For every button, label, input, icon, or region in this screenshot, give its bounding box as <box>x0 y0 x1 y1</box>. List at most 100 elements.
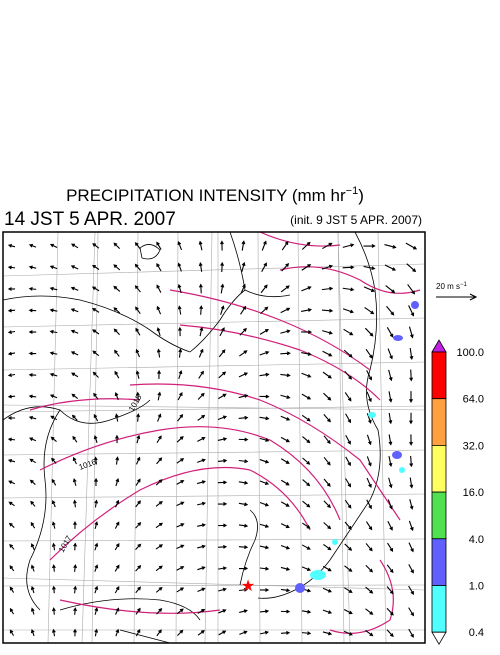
wind-arrow <box>408 305 415 317</box>
wind-arrow <box>49 243 58 248</box>
wind-arrow <box>114 543 120 551</box>
wind-arrow <box>218 587 227 592</box>
wind-arrow <box>302 500 311 508</box>
wind-arrow <box>176 566 185 571</box>
wind-arrow <box>301 330 313 334</box>
wind-arrow <box>408 607 414 617</box>
colorbar-label: 4.0 <box>469 534 484 546</box>
wind-arrow <box>28 394 37 399</box>
wind-arrow <box>135 306 141 314</box>
wind-arrow <box>343 609 353 615</box>
wind-arrow <box>9 565 15 572</box>
wind-arrow <box>7 351 16 356</box>
wind-arrow <box>301 372 312 378</box>
wind-arrow <box>51 628 56 637</box>
wind-arrow <box>92 371 99 378</box>
wind-arrow <box>51 499 56 508</box>
wind-arrow <box>72 478 77 486</box>
wind-arrow <box>365 608 374 615</box>
wind-arrow <box>9 607 15 615</box>
wind-arrow <box>156 305 162 315</box>
wind-arrow <box>342 308 354 314</box>
map-area: ★ 1015 1016 1017 <box>2 231 426 644</box>
wind-arrow <box>261 240 267 251</box>
wind-arrow <box>323 500 331 509</box>
wind-arrow <box>409 455 414 468</box>
wind-arrow <box>73 628 77 637</box>
wind-arrow <box>156 608 163 615</box>
wind-arrow <box>280 415 291 421</box>
wind-arrow <box>197 630 205 636</box>
wind-arrow <box>280 285 290 293</box>
wind-arrow <box>176 480 185 485</box>
wind-arrow <box>70 286 79 291</box>
wind-arrow <box>321 308 334 313</box>
wind-arrow <box>135 500 141 508</box>
wind-arrow <box>280 394 291 399</box>
wind-arrow <box>364 306 375 315</box>
wind-arrow <box>321 286 334 291</box>
wind-arrow <box>113 307 121 314</box>
wind-arrow <box>301 393 312 400</box>
wind-arrow <box>197 480 206 485</box>
wind-arrow <box>342 265 355 270</box>
wind-arrow <box>134 263 141 271</box>
wind-arrow <box>93 435 98 444</box>
colorbar-over <box>431 339 447 353</box>
wind-arrow <box>217 502 228 506</box>
wind-arrow <box>366 477 372 488</box>
wind-arrow <box>407 284 416 295</box>
wind-arrow <box>240 283 246 294</box>
wind-arrow <box>220 305 225 315</box>
wind-arrow <box>176 544 185 550</box>
wind-arrow <box>49 372 58 377</box>
wind-arrow <box>115 434 119 444</box>
wind-arrow <box>238 523 249 528</box>
wind-arrow <box>50 436 57 443</box>
wind-arrow <box>322 371 332 379</box>
wind-arrow <box>29 458 36 464</box>
wind-arrow <box>322 565 332 572</box>
wind-arrow <box>409 434 413 446</box>
wind-arrow <box>72 435 78 443</box>
wind-arrow <box>114 585 120 594</box>
wind-arrow <box>406 263 417 273</box>
wind-arrow <box>7 308 16 313</box>
wind-arrow <box>28 243 37 248</box>
wind-arrow <box>323 435 331 445</box>
colorbar-under <box>431 631 447 645</box>
wind-arrow <box>7 437 16 442</box>
wind-arrow <box>7 243 16 248</box>
wind-arrow <box>51 457 57 464</box>
wind-arrow <box>217 523 228 528</box>
wind-arrow <box>177 629 184 636</box>
wind-arrow <box>51 521 56 529</box>
wind-arrow <box>344 392 352 402</box>
wind-arrow <box>94 521 99 529</box>
wind-arrow <box>408 564 414 574</box>
wind-arrow <box>135 478 141 486</box>
wind-arrow <box>113 242 121 250</box>
wind-arrow <box>365 543 373 552</box>
wind-arrow <box>218 630 227 636</box>
wind-arrow <box>365 348 373 359</box>
wind-arrow <box>259 502 270 507</box>
wind-arrow <box>323 543 332 551</box>
wind-arrow <box>322 242 333 250</box>
wind-arrow <box>301 566 312 571</box>
colorbar: 100.0 64.0 32.0 16.0 4.0 1.0 0.4 <box>431 339 484 645</box>
wind-arrow <box>73 607 77 615</box>
wind-arrow <box>51 564 56 572</box>
wind-arrow <box>238 415 249 420</box>
coastline <box>3 232 381 643</box>
wind-arrow <box>72 456 77 465</box>
wind-arrow <box>197 566 206 571</box>
title: PRECIPITATION INTENSITY (mm hr−1) <box>66 185 364 205</box>
wind-arrow <box>92 350 100 357</box>
wind-arrow <box>218 349 226 358</box>
wind-arrow <box>365 586 374 594</box>
wind-arrow <box>177 413 184 422</box>
wind-arrow <box>366 413 372 424</box>
wind-arrow <box>114 370 120 379</box>
wind-arrow <box>259 372 270 377</box>
